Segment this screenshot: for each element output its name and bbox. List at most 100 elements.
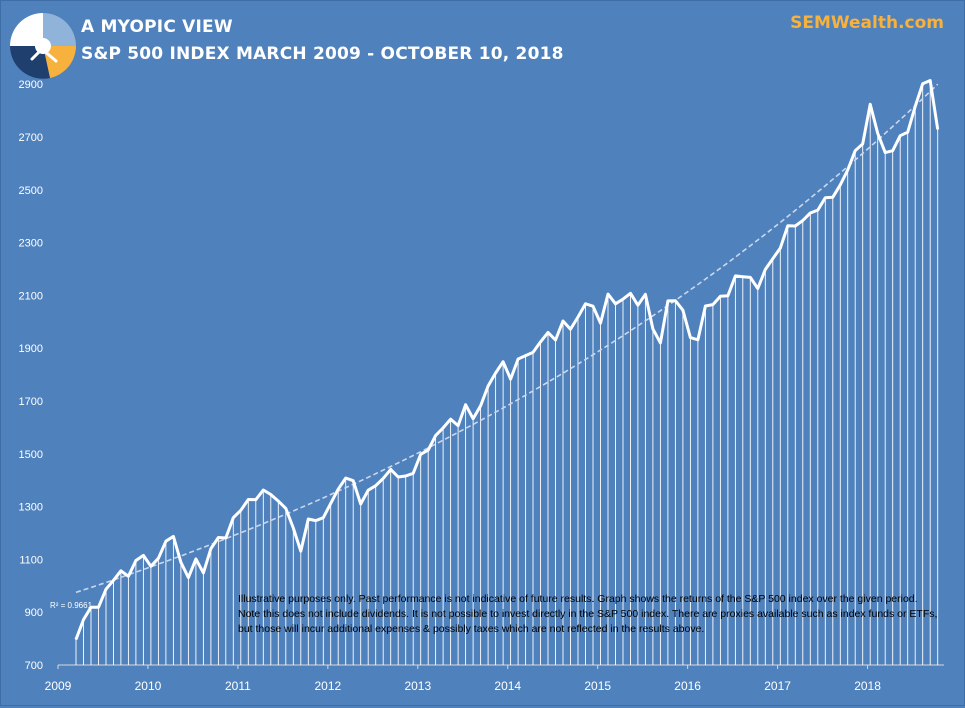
data-point <box>532 351 534 354</box>
y-tick-label: 1300 <box>19 502 43 514</box>
r-squared-label: R² = 0.9661 <box>50 601 93 610</box>
y-tick-label: 2900 <box>19 79 43 91</box>
data-point <box>142 554 145 557</box>
data-point <box>292 527 295 529</box>
data-point <box>404 475 407 477</box>
data-point <box>367 489 370 492</box>
data-point <box>180 561 182 564</box>
x-axis: 2009 2010 2011 2012 2013 2014 2015 2016 2017 2018 <box>45 665 881 693</box>
data-point <box>315 519 317 522</box>
data-point <box>622 298 624 300</box>
data-point <box>157 557 160 560</box>
data-points <box>75 79 939 641</box>
data-point <box>891 149 894 152</box>
data-point <box>442 427 444 429</box>
data-point <box>779 247 782 249</box>
x-tick-label: 2012 <box>314 679 341 693</box>
data-point <box>832 196 834 198</box>
data-point <box>876 132 879 135</box>
data-point <box>322 516 325 519</box>
data-point <box>614 303 617 305</box>
data-point <box>929 79 931 82</box>
data-point <box>82 618 85 621</box>
data-point <box>749 276 752 279</box>
data-point <box>277 500 280 502</box>
data-point <box>449 418 452 421</box>
data-point <box>210 547 212 550</box>
data-point <box>899 134 901 137</box>
data-point <box>352 479 355 482</box>
data-point <box>689 336 692 339</box>
y-tick-label: 1100 <box>19 554 43 566</box>
data-point <box>502 360 504 363</box>
data-point <box>846 169 849 171</box>
data-point <box>494 372 497 374</box>
x-tick-label: 2018 <box>854 679 881 693</box>
data-point <box>539 341 542 343</box>
data-point <box>262 489 265 491</box>
data-point <box>869 103 871 106</box>
x-tick-label: 2016 <box>674 679 701 693</box>
data-point <box>734 275 737 277</box>
data-point <box>809 212 812 214</box>
data-point <box>629 292 632 295</box>
data-point <box>285 507 287 510</box>
data-point <box>479 405 482 407</box>
data-point <box>569 328 572 331</box>
x-tick-label: 2010 <box>135 679 162 693</box>
data-point <box>135 559 137 562</box>
data-point <box>255 498 257 501</box>
x-tick-label: 2009 <box>45 679 72 693</box>
y-tick-label: 1500 <box>19 449 43 461</box>
y-axis: 700 900 1100 1300 1500 1700 1900 2100 2300 2500 27… <box>19 79 43 672</box>
y-tick-label: 2100 <box>19 290 43 302</box>
data-point <box>712 303 714 306</box>
brand-label: SEMWealth.com <box>790 13 944 33</box>
x-tick-label: 2015 <box>584 679 611 693</box>
y-tick-label: 700 <box>25 660 43 672</box>
data-point <box>524 354 527 357</box>
y-tick-label: 1900 <box>19 343 43 355</box>
data-point <box>884 151 886 154</box>
data-point <box>412 472 415 475</box>
data-point <box>802 219 804 222</box>
data-point <box>577 316 579 318</box>
data-point <box>667 300 669 302</box>
data-point <box>329 502 332 505</box>
x-tick-label: 2017 <box>764 679 791 693</box>
data-point <box>457 424 459 427</box>
data-point <box>644 293 647 296</box>
y-tick-label: 2700 <box>19 132 43 144</box>
data-point <box>757 287 759 290</box>
data-point <box>772 257 774 260</box>
x-tick-label: 2011 <box>225 679 251 693</box>
data-point <box>120 570 122 572</box>
data-point <box>921 82 924 85</box>
data-point <box>195 558 197 560</box>
data-point <box>307 518 310 520</box>
data-point <box>854 149 856 152</box>
data-point <box>787 224 789 227</box>
semwealth-logo-icon <box>10 13 76 79</box>
data-point <box>719 295 722 298</box>
sp500-series-line <box>74 79 940 640</box>
data-point <box>562 320 564 322</box>
data-point <box>817 209 819 211</box>
data-point <box>397 476 400 478</box>
data-point <box>472 417 474 420</box>
data-point <box>225 537 227 539</box>
data-point <box>165 540 167 542</box>
data-point <box>547 331 549 334</box>
data-point <box>584 303 587 305</box>
data-point <box>427 449 430 451</box>
data-point <box>607 293 609 295</box>
data-point <box>697 339 699 341</box>
data-point <box>150 565 152 568</box>
trendline <box>75 83 939 594</box>
data-point <box>914 105 916 108</box>
data-point <box>337 488 340 491</box>
y-tick-label: 2300 <box>19 238 43 250</box>
data-point <box>434 434 437 437</box>
